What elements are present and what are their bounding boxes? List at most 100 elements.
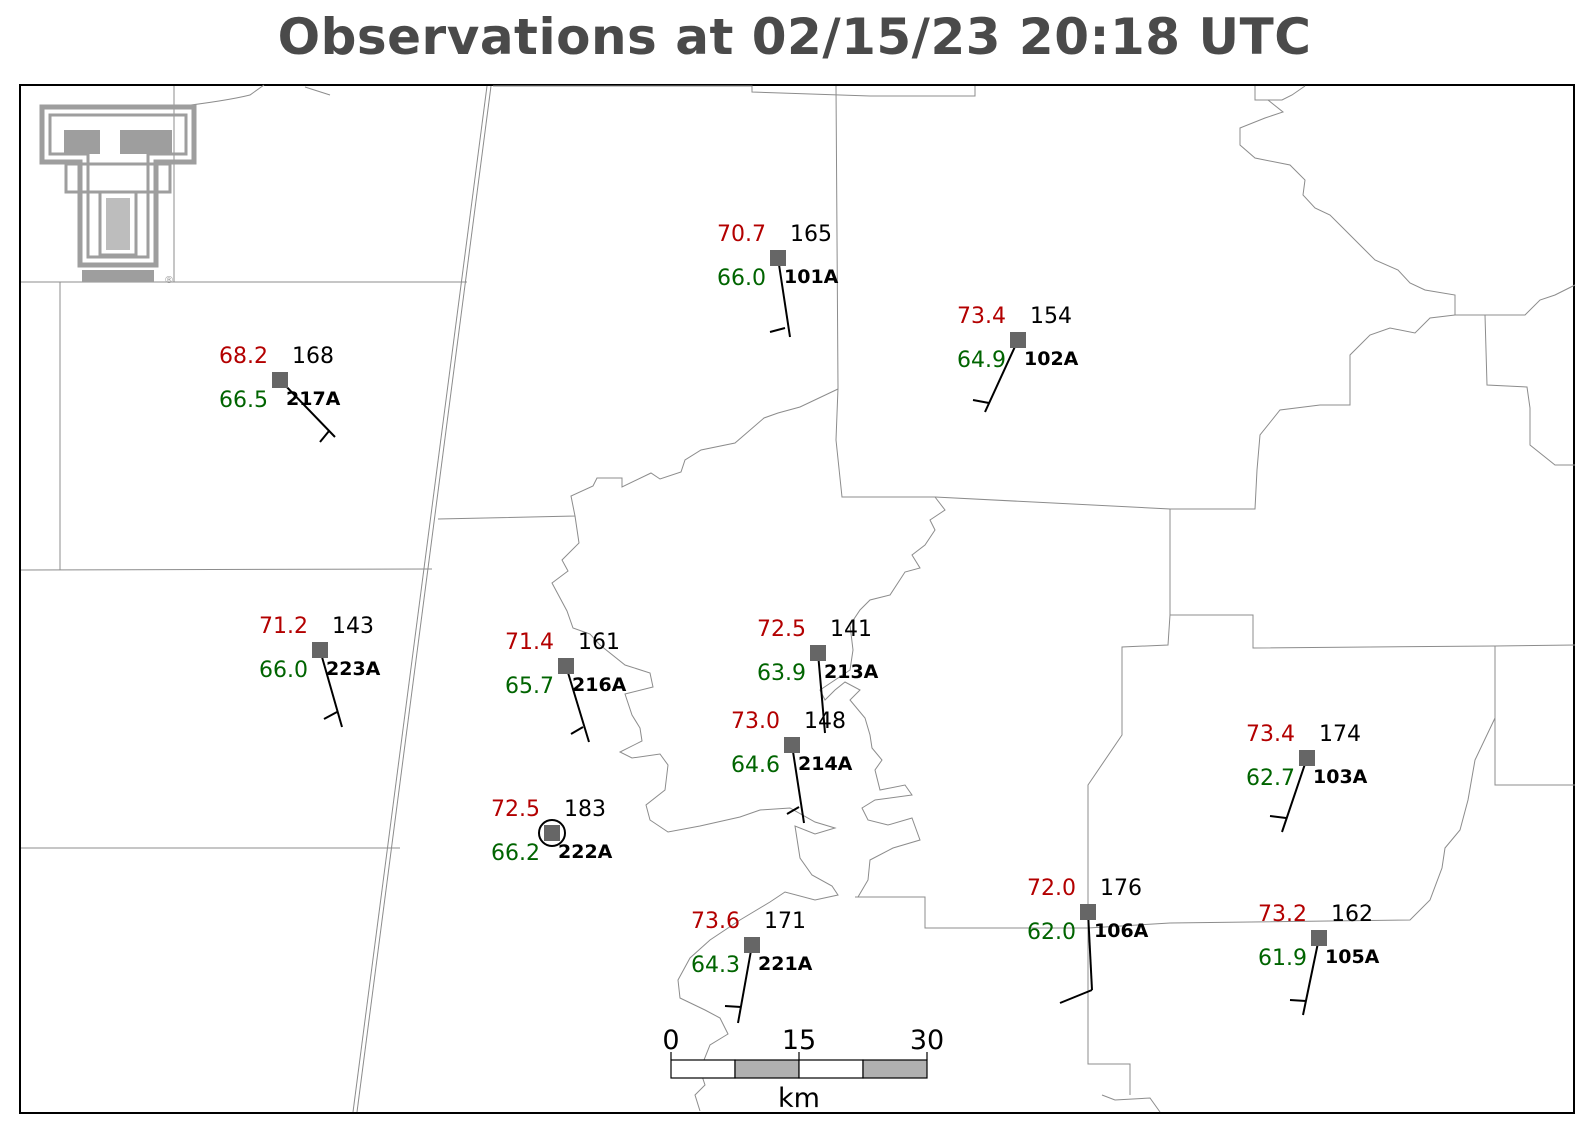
pressure-value: 165 bbox=[790, 222, 832, 247]
temperature-value: 72.5 bbox=[757, 617, 806, 642]
pressure-value: 154 bbox=[1030, 304, 1072, 329]
pressure-value: 141 bbox=[830, 617, 872, 642]
dewpoint-value: 66.0 bbox=[717, 266, 766, 291]
svg-text:®: ® bbox=[164, 275, 174, 286]
station-marker bbox=[1311, 930, 1327, 946]
dewpoint-value: 65.7 bbox=[505, 674, 554, 699]
pressure-value: 174 bbox=[1319, 722, 1361, 747]
station-marker bbox=[744, 937, 760, 953]
dewpoint-value: 64.6 bbox=[731, 753, 780, 778]
scale-bar: 0 15 30 km bbox=[662, 1025, 944, 1114]
station-marker bbox=[1080, 904, 1096, 920]
station-marker bbox=[312, 642, 328, 658]
station-plot-221A: 73.6 171 64.3 221A bbox=[691, 909, 813, 1024]
station-id: 217A bbox=[286, 388, 341, 410]
temperature-value: 72.5 bbox=[491, 797, 540, 822]
dewpoint-value: 66.5 bbox=[219, 388, 268, 413]
pressure-value: 143 bbox=[332, 614, 374, 639]
pressure-value: 168 bbox=[292, 344, 334, 369]
station-id: 106A bbox=[1094, 920, 1149, 942]
wind-barb bbox=[1302, 937, 1320, 1016]
scale-label-15: 15 bbox=[782, 1025, 816, 1056]
station-plot-105A: 73.2 162 61.9 105A bbox=[1258, 902, 1380, 1016]
station-marker bbox=[770, 250, 786, 266]
wind-barb bbox=[565, 665, 590, 743]
station-marker bbox=[784, 737, 800, 753]
pressure-value: 162 bbox=[1331, 902, 1373, 927]
station-plot-213A: 72.5 141 63.9 213A bbox=[757, 617, 879, 734]
wind-barb bbox=[817, 652, 826, 734]
wind-barb-flag bbox=[323, 711, 338, 720]
map-title: Observations at 02/15/23 20:18 UTC bbox=[277, 8, 1312, 66]
station-marker bbox=[810, 645, 826, 661]
wind-barb-flag bbox=[769, 327, 786, 333]
station-marker bbox=[558, 658, 574, 674]
station-plots: 70.7 165 66.0 101A 73.4 154 64.9 102A 68.2 168 66.… bbox=[219, 222, 1380, 1024]
station-id: 101A bbox=[784, 266, 839, 288]
pressure-value: 183 bbox=[564, 797, 606, 822]
wind-barb bbox=[319, 649, 343, 728]
temperature-value: 73.4 bbox=[957, 304, 1006, 329]
temperature-value: 73.4 bbox=[1246, 722, 1295, 747]
wind-barb bbox=[1281, 757, 1308, 833]
station-id: 214A bbox=[798, 753, 853, 775]
station-id: 102A bbox=[1024, 348, 1079, 370]
station-plot-106A: 72.0 176 62.0 106A bbox=[1027, 876, 1149, 1004]
scale-label-0: 0 bbox=[662, 1025, 679, 1056]
scale-unit: km bbox=[778, 1083, 820, 1114]
wind-barb-flag bbox=[319, 430, 330, 443]
station-marker bbox=[1010, 332, 1026, 348]
boundary-lines bbox=[20, 84, 1576, 1113]
temperature-value: 71.4 bbox=[505, 630, 554, 655]
station-plot-101A: 70.7 165 66.0 101A bbox=[717, 222, 839, 338]
dewpoint-value: 64.3 bbox=[691, 953, 740, 978]
dewpoint-value: 62.7 bbox=[1246, 766, 1295, 791]
temperature-value: 71.2 bbox=[259, 614, 308, 639]
wind-barb-flag bbox=[972, 399, 990, 404]
scale-segment bbox=[670, 1059, 736, 1079]
station-plot-103A: 73.4 174 62.7 103A bbox=[1246, 722, 1368, 833]
wind-barb bbox=[791, 744, 805, 824]
temperature-value: 70.7 bbox=[717, 222, 766, 247]
wind-barb bbox=[737, 944, 753, 1024]
pressure-value: 171 bbox=[764, 909, 806, 934]
pressure-value: 161 bbox=[578, 630, 620, 655]
scale-segment bbox=[734, 1059, 800, 1079]
temperature-value: 72.0 bbox=[1027, 876, 1076, 901]
wind-barb bbox=[279, 379, 336, 438]
wind-barb-flag bbox=[1059, 989, 1093, 1004]
station-id: 105A bbox=[1325, 946, 1380, 968]
pressure-value: 176 bbox=[1100, 876, 1142, 901]
station-id: 216A bbox=[572, 674, 627, 696]
station-plot-216A: 71.4 161 65.7 216A bbox=[505, 630, 627, 743]
dewpoint-value: 62.0 bbox=[1027, 920, 1076, 945]
calm-wind-circle bbox=[538, 819, 566, 847]
station-plot-223A: 71.2 143 66.0 223A bbox=[259, 614, 381, 728]
temperature-value: 73.2 bbox=[1258, 902, 1307, 927]
wind-barb bbox=[984, 339, 1019, 413]
station-id: 222A bbox=[558, 841, 613, 863]
station-marker bbox=[1299, 750, 1315, 766]
pressure-value: 148 bbox=[804, 709, 846, 734]
station-plot-217A: 68.2 168 66.5 217A bbox=[219, 344, 341, 443]
station-id: 213A bbox=[824, 661, 879, 683]
temperature-value: 68.2 bbox=[219, 344, 268, 369]
temperature-value: 73.6 bbox=[691, 909, 740, 934]
station-id: 221A bbox=[758, 953, 813, 975]
scale-segment bbox=[862, 1059, 928, 1079]
station-marker bbox=[544, 825, 560, 841]
station-id: 223A bbox=[326, 658, 381, 680]
station-plot-222A: 72.5 183 66.2 222A bbox=[491, 797, 613, 866]
wind-barb-flag bbox=[786, 806, 800, 815]
dewpoint-value: 63.9 bbox=[757, 661, 806, 686]
wind-barb-flag bbox=[570, 726, 584, 735]
scale-segment bbox=[798, 1059, 864, 1079]
station-plot-214A: 73.0 148 64.6 214A bbox=[731, 709, 853, 824]
scale-label-30: 30 bbox=[910, 1025, 944, 1056]
temperature-value: 73.0 bbox=[731, 709, 780, 734]
station-plot-102A: 73.4 154 64.9 102A bbox=[957, 304, 1079, 413]
dewpoint-value: 64.9 bbox=[957, 348, 1006, 373]
dewpoint-value: 61.9 bbox=[1258, 946, 1307, 971]
station-id: 103A bbox=[1313, 766, 1368, 788]
